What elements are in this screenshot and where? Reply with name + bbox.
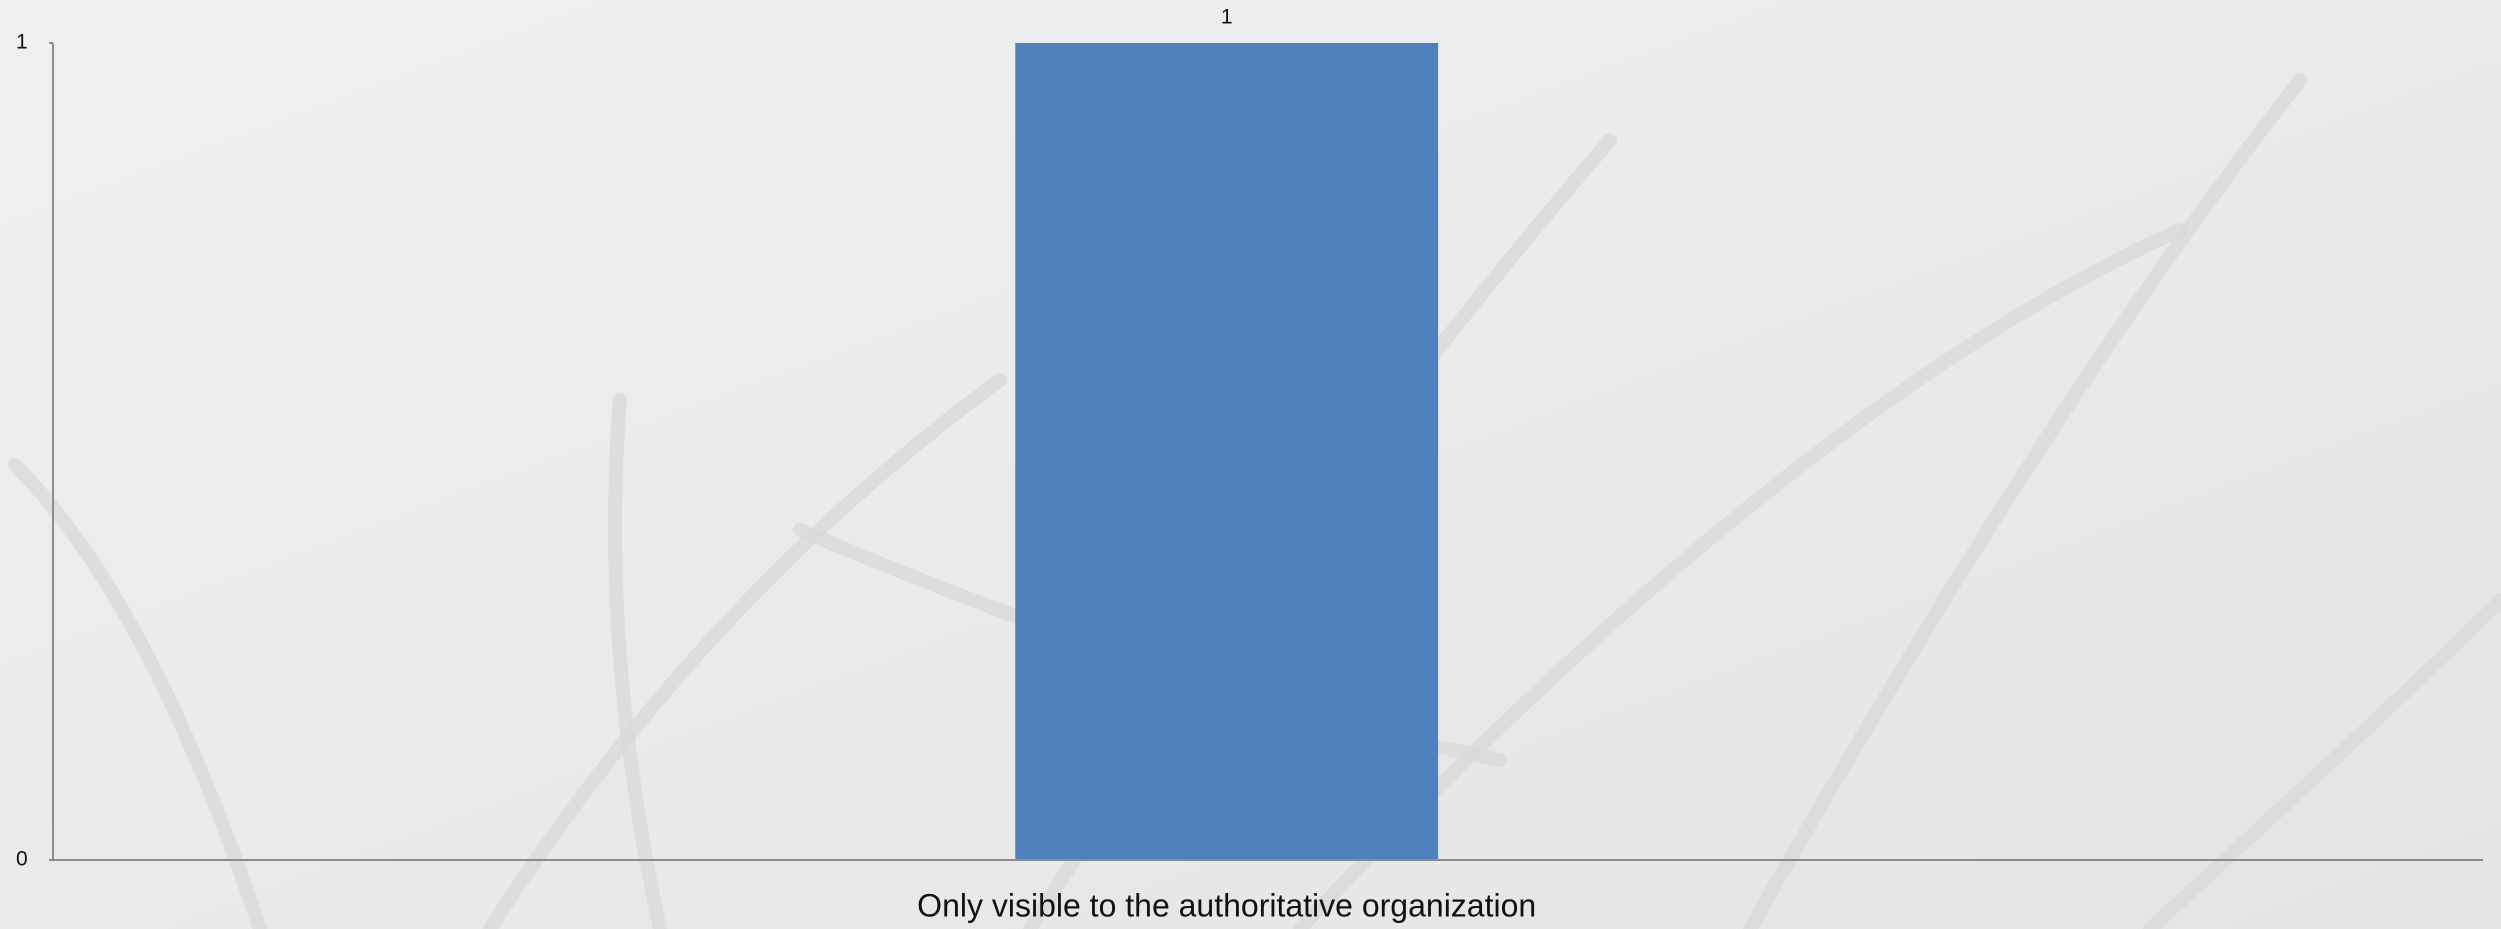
y-tick-label: 1	[16, 31, 28, 54]
bar	[1015, 43, 1439, 860]
y-tick-label: 0	[16, 848, 28, 871]
x-tick-label: Only visible to the authoritative organi…	[917, 887, 1536, 923]
data-label: 1	[1221, 6, 1233, 29]
plot-area: 0 1 Only visible to the authoritative orga…	[16, 6, 2483, 923]
